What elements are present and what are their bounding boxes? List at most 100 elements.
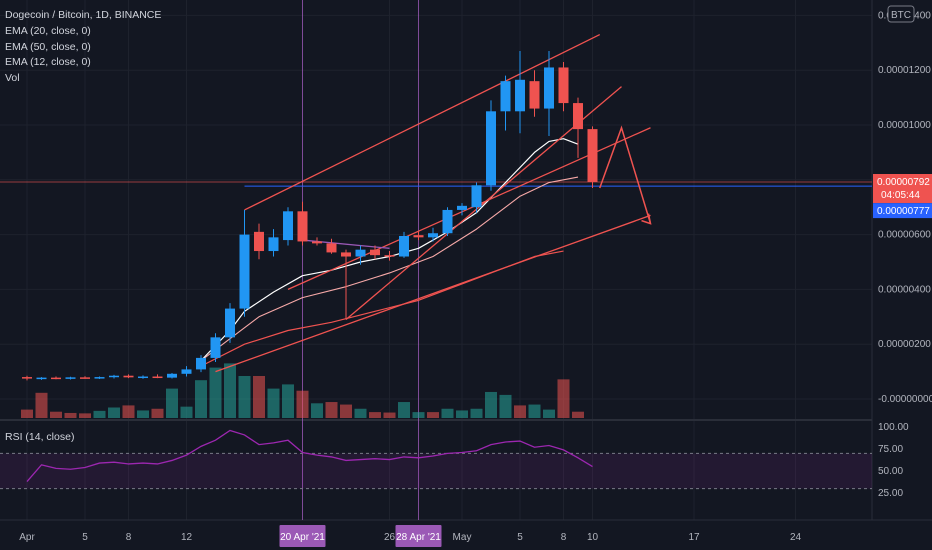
candle-body <box>486 111 496 186</box>
candle-body <box>94 377 105 379</box>
time-tick-label: 17 <box>688 532 700 543</box>
candle-body <box>399 235 409 257</box>
candle-body <box>500 81 511 112</box>
volume-bar <box>441 408 454 418</box>
volume-bar <box>514 405 526 418</box>
candle-body <box>196 357 206 370</box>
countdown-label: 04:05:44 <box>881 190 920 201</box>
candle-body <box>573 103 583 130</box>
time-axis[interactable]: Apr 5 8 12 26 May 5 8 10 17 24 20 Apr '21 28 Apr '21 <box>19 525 801 547</box>
candle-body <box>457 205 467 210</box>
candle-body <box>268 237 279 252</box>
volume-bar <box>296 390 309 418</box>
projection-path[interactable] <box>599 125 652 224</box>
candle-body <box>384 255 395 257</box>
candle-body <box>544 67 554 109</box>
volume-bar <box>543 409 555 418</box>
ema12-line <box>200 176 579 362</box>
price-tick-label: 0.00000600 <box>878 230 931 241</box>
time-tick-label: 10 <box>587 532 599 543</box>
volume-bar <box>311 403 323 418</box>
volume-bar <box>180 406 193 418</box>
volume-bar <box>253 376 265 418</box>
volume-bar <box>325 402 338 418</box>
price-tick-label: 0.00001000 <box>878 120 931 131</box>
volume-bar <box>151 408 164 418</box>
candle-body <box>138 376 148 379</box>
rsi-band <box>0 453 872 489</box>
chart-legend: Dogecoin / Bitcoin, 1D, BINANCE EMA (20,… <box>5 9 161 443</box>
candle-body <box>355 249 366 257</box>
currency-badge[interactable]: BTC <box>887 5 915 23</box>
legend-ema12: EMA (12, close, 0) <box>5 56 91 68</box>
candle-body <box>326 243 337 253</box>
rsi-pane <box>0 429 872 490</box>
volume-bar <box>108 407 120 418</box>
time-tick-label: 24 <box>790 532 802 543</box>
candle-body <box>471 185 482 208</box>
highlight-lines <box>302 0 419 520</box>
volume-bar <box>383 412 396 418</box>
currency-badge-label: BTC <box>891 10 911 21</box>
level-price-label: 0.00000777 <box>877 206 930 217</box>
candles <box>22 51 598 381</box>
volume-bar <box>485 391 497 418</box>
volume-bar <box>93 410 106 418</box>
time-tick-label: Apr <box>19 532 35 543</box>
volume-bar <box>470 408 483 418</box>
volume-bar <box>50 411 62 418</box>
rsi-tick-label: 75.00 <box>878 444 903 455</box>
candle-body <box>80 377 90 379</box>
price-tick-label: 0.00000200 <box>878 339 931 350</box>
candle-body <box>254 231 264 252</box>
candle-body <box>167 373 177 378</box>
candle-body <box>529 81 540 109</box>
legend-vol: Vol <box>5 72 20 84</box>
volume-bar <box>238 376 251 418</box>
candle-body <box>587 129 598 182</box>
price-tick-label: 0.00001200 <box>878 65 931 76</box>
volume-bar <box>412 412 425 418</box>
candle-body <box>413 235 424 238</box>
candle-body <box>239 234 250 309</box>
arrow-head <box>641 213 652 225</box>
candle-body <box>22 377 32 379</box>
trend-line[interactable] <box>215 214 651 373</box>
level-price-tag <box>873 203 932 219</box>
volume-bar <box>166 388 178 418</box>
volume-bar <box>35 392 48 418</box>
last-price-tag <box>873 173 932 203</box>
candle-body <box>181 369 192 374</box>
price-tick-label: 0.00000400 <box>878 284 931 295</box>
volume-bar <box>79 413 91 418</box>
rsi-line <box>26 429 593 482</box>
volume-bar <box>195 380 207 418</box>
grid <box>0 0 932 521</box>
rsi-tick-label: 50.00 <box>878 466 903 477</box>
volume-bar <box>528 404 541 418</box>
candle-body <box>283 211 293 241</box>
volume-bar <box>209 367 222 418</box>
candle-body <box>225 308 235 338</box>
volume-bar <box>572 411 584 418</box>
date-highlight-badge <box>395 525 442 547</box>
candle-body <box>297 211 308 242</box>
volume-bar <box>398 402 410 418</box>
volume-bar <box>499 394 512 418</box>
candle-body <box>428 233 438 238</box>
volume-bar <box>21 409 33 418</box>
volume-bar <box>64 412 77 418</box>
volume-bar <box>137 410 149 418</box>
volume-bar <box>267 388 280 418</box>
trend-line[interactable] <box>244 33 601 211</box>
legend-ema20: EMA (20, close, 0) <box>5 25 91 37</box>
time-tick-label: 12 <box>181 532 193 543</box>
time-tick-label: 5 <box>517 532 523 543</box>
candle-body <box>123 375 134 378</box>
legend-title: Dogecoin / Bitcoin, 1D, BINANCE <box>5 9 161 21</box>
candle-body <box>109 375 119 378</box>
volume-bar <box>224 363 236 418</box>
volume-bars <box>21 363 584 418</box>
